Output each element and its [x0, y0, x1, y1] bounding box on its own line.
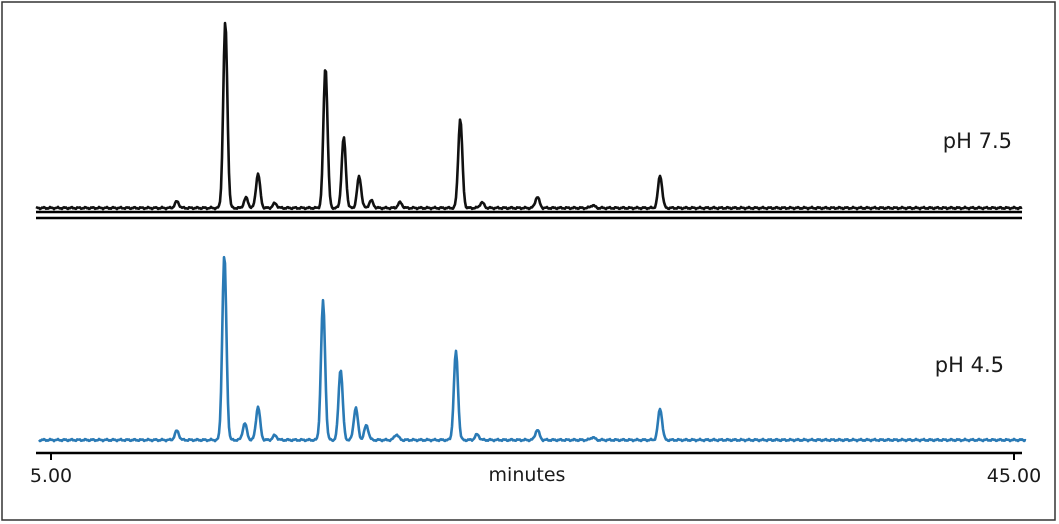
- series-label-ph45: pH 4.5: [935, 353, 1004, 377]
- x-tick-label-end: 45.00: [987, 465, 1041, 487]
- series-line-ph75: [35, 21, 1023, 211]
- series-label-ph75: pH 7.5: [943, 129, 1012, 153]
- series-line-ph45: [38, 255, 1027, 443]
- x-tick-label-start: 5.00: [30, 465, 72, 487]
- x-axis-label: minutes: [489, 464, 566, 486]
- series-layer: [35, 21, 1027, 443]
